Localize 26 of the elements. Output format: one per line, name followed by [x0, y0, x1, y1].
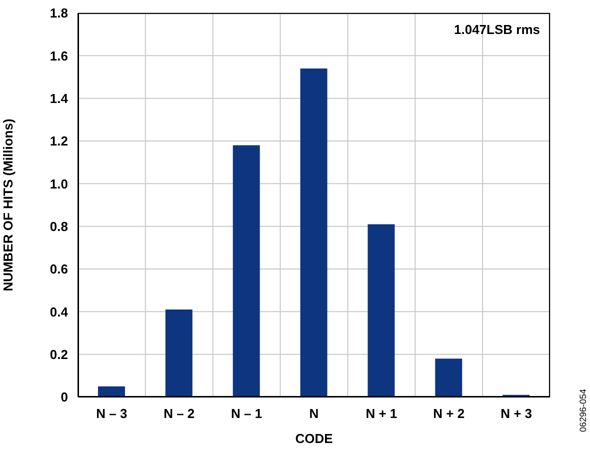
annotation: 1.047LSB rms — [454, 22, 540, 37]
y-tick-label: 1.6 — [50, 48, 68, 64]
bar — [435, 358, 462, 397]
text: 06296-054 — [578, 388, 588, 432]
bar — [232, 145, 260, 397]
y-tick-label: 1.8 — [50, 6, 68, 21]
bar — [165, 310, 192, 397]
y-tick-label: 0.6 — [50, 262, 68, 277]
x-tick-label: N + 3 — [500, 406, 532, 422]
bar — [368, 224, 395, 397]
y-tick-label: 0.2 — [50, 346, 68, 362]
x-axis-title: CODE — [295, 431, 334, 446]
y-axis-title: NUMBER OF HITS (Millions) — [0, 118, 16, 292]
x-tick-label: N + 2 — [433, 406, 465, 422]
bar — [300, 68, 328, 397]
y-tick-label: 0 — [60, 390, 68, 405]
y-tick-label: 0.4 — [50, 304, 69, 320]
x-tick-label: N – 1 — [231, 406, 262, 422]
y-tick-label: 1.2 — [50, 134, 68, 149]
x-tick-label: N + 1 — [366, 406, 398, 422]
y-tick-label: 1.4 — [50, 90, 69, 106]
x-tick-label: N — [309, 406, 319, 422]
y-tick-label: 0.8 — [50, 218, 68, 234]
x-tick-label: N – 2 — [164, 406, 195, 422]
x-tick-label: N – 3 — [96, 406, 128, 422]
y-tick-label: 1.0 — [50, 176, 68, 192]
